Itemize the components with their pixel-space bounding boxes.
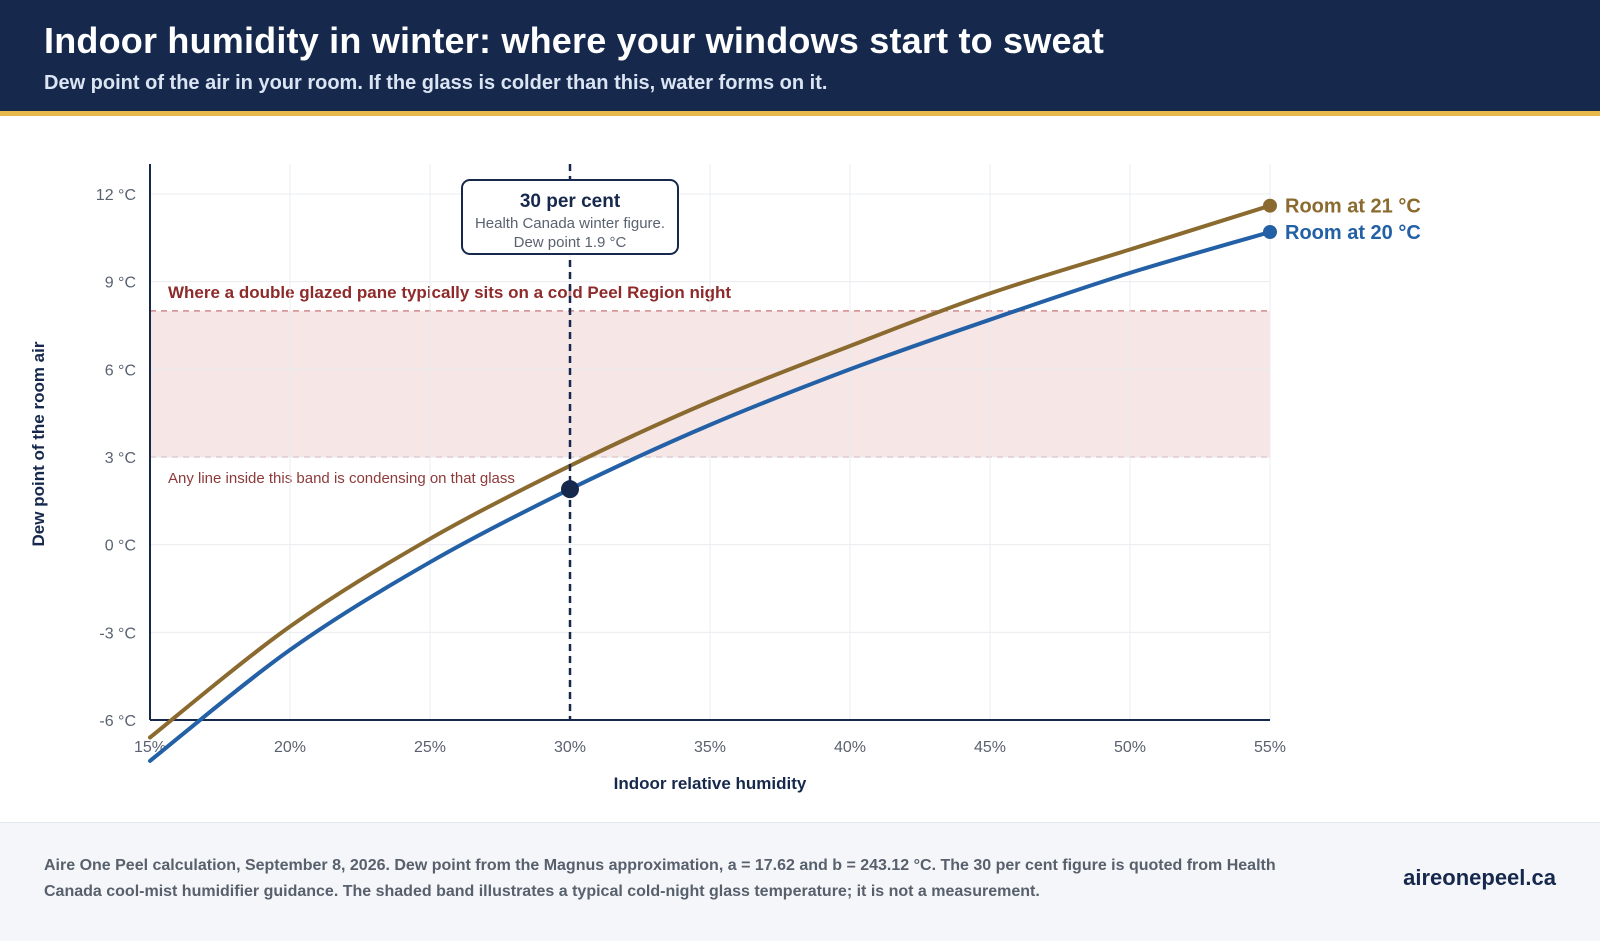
brand-link[interactable]: aireonepeel.ca [1403,865,1556,890]
page-title: Indoor humidity in winter: where your wi… [44,20,1105,61]
y-axis-label: Dew point of the room air [29,341,48,546]
y-tick-label: 12 °C [96,187,136,204]
series-line-room-at-21-c [148,203,1270,740]
x-tick-label: 20% [274,739,306,756]
marker-callout-box [461,179,679,255]
footer: Aire One Peel calculation, September 8, … [0,822,1600,941]
axis-layer: Dew point of the room air Indoor relativ… [29,164,1286,793]
marker-point [561,480,579,499]
x-tick-label: 30% [554,739,586,756]
series-layer [148,203,1270,763]
series-line-room-at-20-c [148,230,1270,763]
marker-layer: 30 per cent Health Canada winter figure. D… [461,164,679,720]
footer-note: Aire One Peel calculation, September 8, … [44,857,1276,900]
x-tick-label: 50% [1114,739,1146,756]
marker-callout-line2: Dew point 1.9 °C [514,234,627,251]
header-banner: Indoor humidity in winter: where your wi… [0,0,1600,116]
y-tick-label: 3 °C [105,450,136,467]
legend-label-room-at-21-c: Room at 21 °C [1285,196,1421,218]
dew-point-chart: Where a double glazed pane typically sit… [29,164,1421,793]
x-tick-label: 40% [834,739,866,756]
legend-label-room-at-20-c: Room at 20 °C [1285,222,1421,244]
band-label-bottom: Any line inside this band is condensing … [168,470,515,487]
x-tick-label: 45% [974,739,1006,756]
y-tick-label: 6 °C [105,362,136,379]
band-label-top: Where a double glazed pane typically sit… [168,283,731,302]
y-tick-label: 0 °C [105,538,136,555]
y-tick-label: 9 °C [105,275,136,292]
legend-layer: Room at 21 °C Room at 20 °C [1263,196,1421,244]
x-axis-label: Indoor relative humidity [614,774,807,793]
x-tick-label: 35% [694,739,726,756]
series-end-point-room-at-20-c [1263,224,1277,239]
page-subtitle: Dew point of the air in your room. If th… [44,72,828,94]
x-tick-label: 55% [1254,739,1286,756]
y-tick-label: -3 °C [99,625,136,642]
x-tick-label: 25% [414,739,446,756]
series-end-point-room-at-21-c [1263,198,1277,213]
marker-callout-line1: Health Canada winter figure. [475,215,665,232]
y-tick-label: -6 °C [99,713,136,730]
x-tick-label: 15% [134,739,166,756]
marker-callout-title: 30 per cent [520,191,621,212]
